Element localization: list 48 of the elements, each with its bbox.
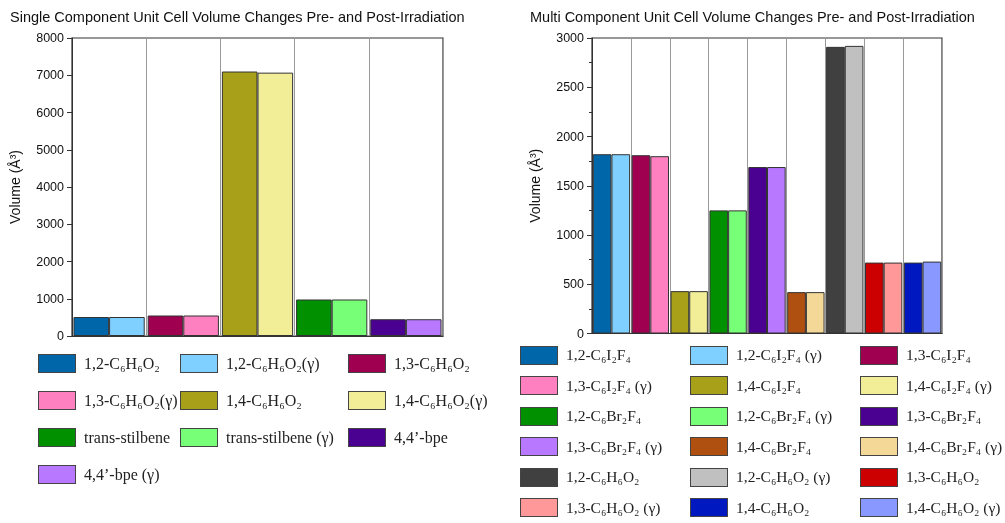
- legend-label: 1,2-C₆I₂F₄: [566, 346, 631, 365]
- y-tick-label: 1000: [36, 291, 65, 306]
- y-tick-label: 3000: [36, 217, 65, 232]
- legend-label: 1,3-C₆I₂F₄: [906, 346, 971, 365]
- y-tick-label: 0: [577, 326, 585, 341]
- legend-label: 1,2-C₆Br₂F₄: [566, 407, 642, 426]
- y-tick-label: 2000: [36, 254, 65, 269]
- legend-label: 1,4-C₆Br₂F₄: [736, 437, 812, 456]
- legend-label: 1,4-C₆H₆O₂(γ): [394, 391, 488, 410]
- y-tick-label: 1500: [556, 178, 585, 193]
- y-tick-label: 4000: [36, 180, 65, 194]
- legend-label: 1,3-C₆H₆O₂(γ): [84, 391, 178, 410]
- y-axis-title: Volume (Å³): [7, 150, 23, 224]
- y-tick-label: 2000: [556, 129, 585, 144]
- legend-label: 1,4-C₆Br₂F₄ (γ): [906, 437, 1003, 456]
- legend-label: 4,4’-bpe (γ): [84, 465, 160, 484]
- legend-label: 1,4-C₆H₆O₂: [226, 391, 302, 410]
- legend-label: 4,4’-bpe: [394, 428, 448, 447]
- legend-label: 1,3-C₆H₆O₂ (γ): [566, 498, 661, 517]
- y-axis-title: Volume (Å³): [527, 148, 543, 223]
- legend-label: 1,4-C₆H₆O₂: [736, 498, 810, 517]
- y-tick-label: 7000: [36, 68, 65, 83]
- legend-label: 1,2-C₆H₆O₂ (γ): [736, 468, 831, 487]
- chart-title: Multi Component Unit Cell Volume Changes Pre- and Post-Irradiation: [530, 8, 975, 25]
- legend-label: 1,2-C₆H₆O₂: [566, 468, 640, 487]
- y-tick-label: 2500: [556, 80, 585, 95]
- legend-label: trans-stilbene (γ): [226, 428, 334, 447]
- y-tick-label: 500: [563, 277, 585, 292]
- legend-label: 1,2-C₆H₆O₂(γ): [226, 354, 320, 373]
- y-tick-label: 0: [57, 329, 65, 343]
- legend-label: 1,4-C₆H₆O₂ (γ): [906, 498, 1001, 517]
- legend-label: trans-stilbene: [84, 428, 171, 447]
- legend-label: 1,3-C₆H₆O₂: [394, 354, 470, 373]
- y-tick-label: 8000: [36, 31, 65, 45]
- legend-label: 1,2-C₆Br₂F₄ (γ): [736, 407, 833, 426]
- legend-label: 1,4-C₆I₂F₄ (γ): [906, 376, 992, 395]
- legend-label: 1,3-C₆Br₂F₄: [906, 407, 982, 426]
- y-tick-label: 6000: [36, 105, 65, 120]
- legend-label: 1,2-C₆I₂F₄ (γ): [736, 346, 822, 365]
- chart-title: Single Component Unit Cell Volume Changes Pre- and Post-Irradiation: [10, 8, 465, 25]
- legend-label: 1,4-C₆I₂F₄: [736, 376, 801, 395]
- legend-label: 1,2-C₆H₆O₂: [84, 354, 160, 373]
- y-tick-label: 3000: [556, 31, 585, 45]
- legend-label: 1,3-C₆H₆O₂: [906, 468, 980, 487]
- y-tick-label: 5000: [36, 142, 65, 157]
- legend-label: 1,3-C₆I₂F₄ (γ): [566, 376, 652, 395]
- y-tick-label: 1000: [556, 228, 585, 242]
- legend-label: 1,3-C₆Br₂F₄ (γ): [566, 437, 663, 456]
